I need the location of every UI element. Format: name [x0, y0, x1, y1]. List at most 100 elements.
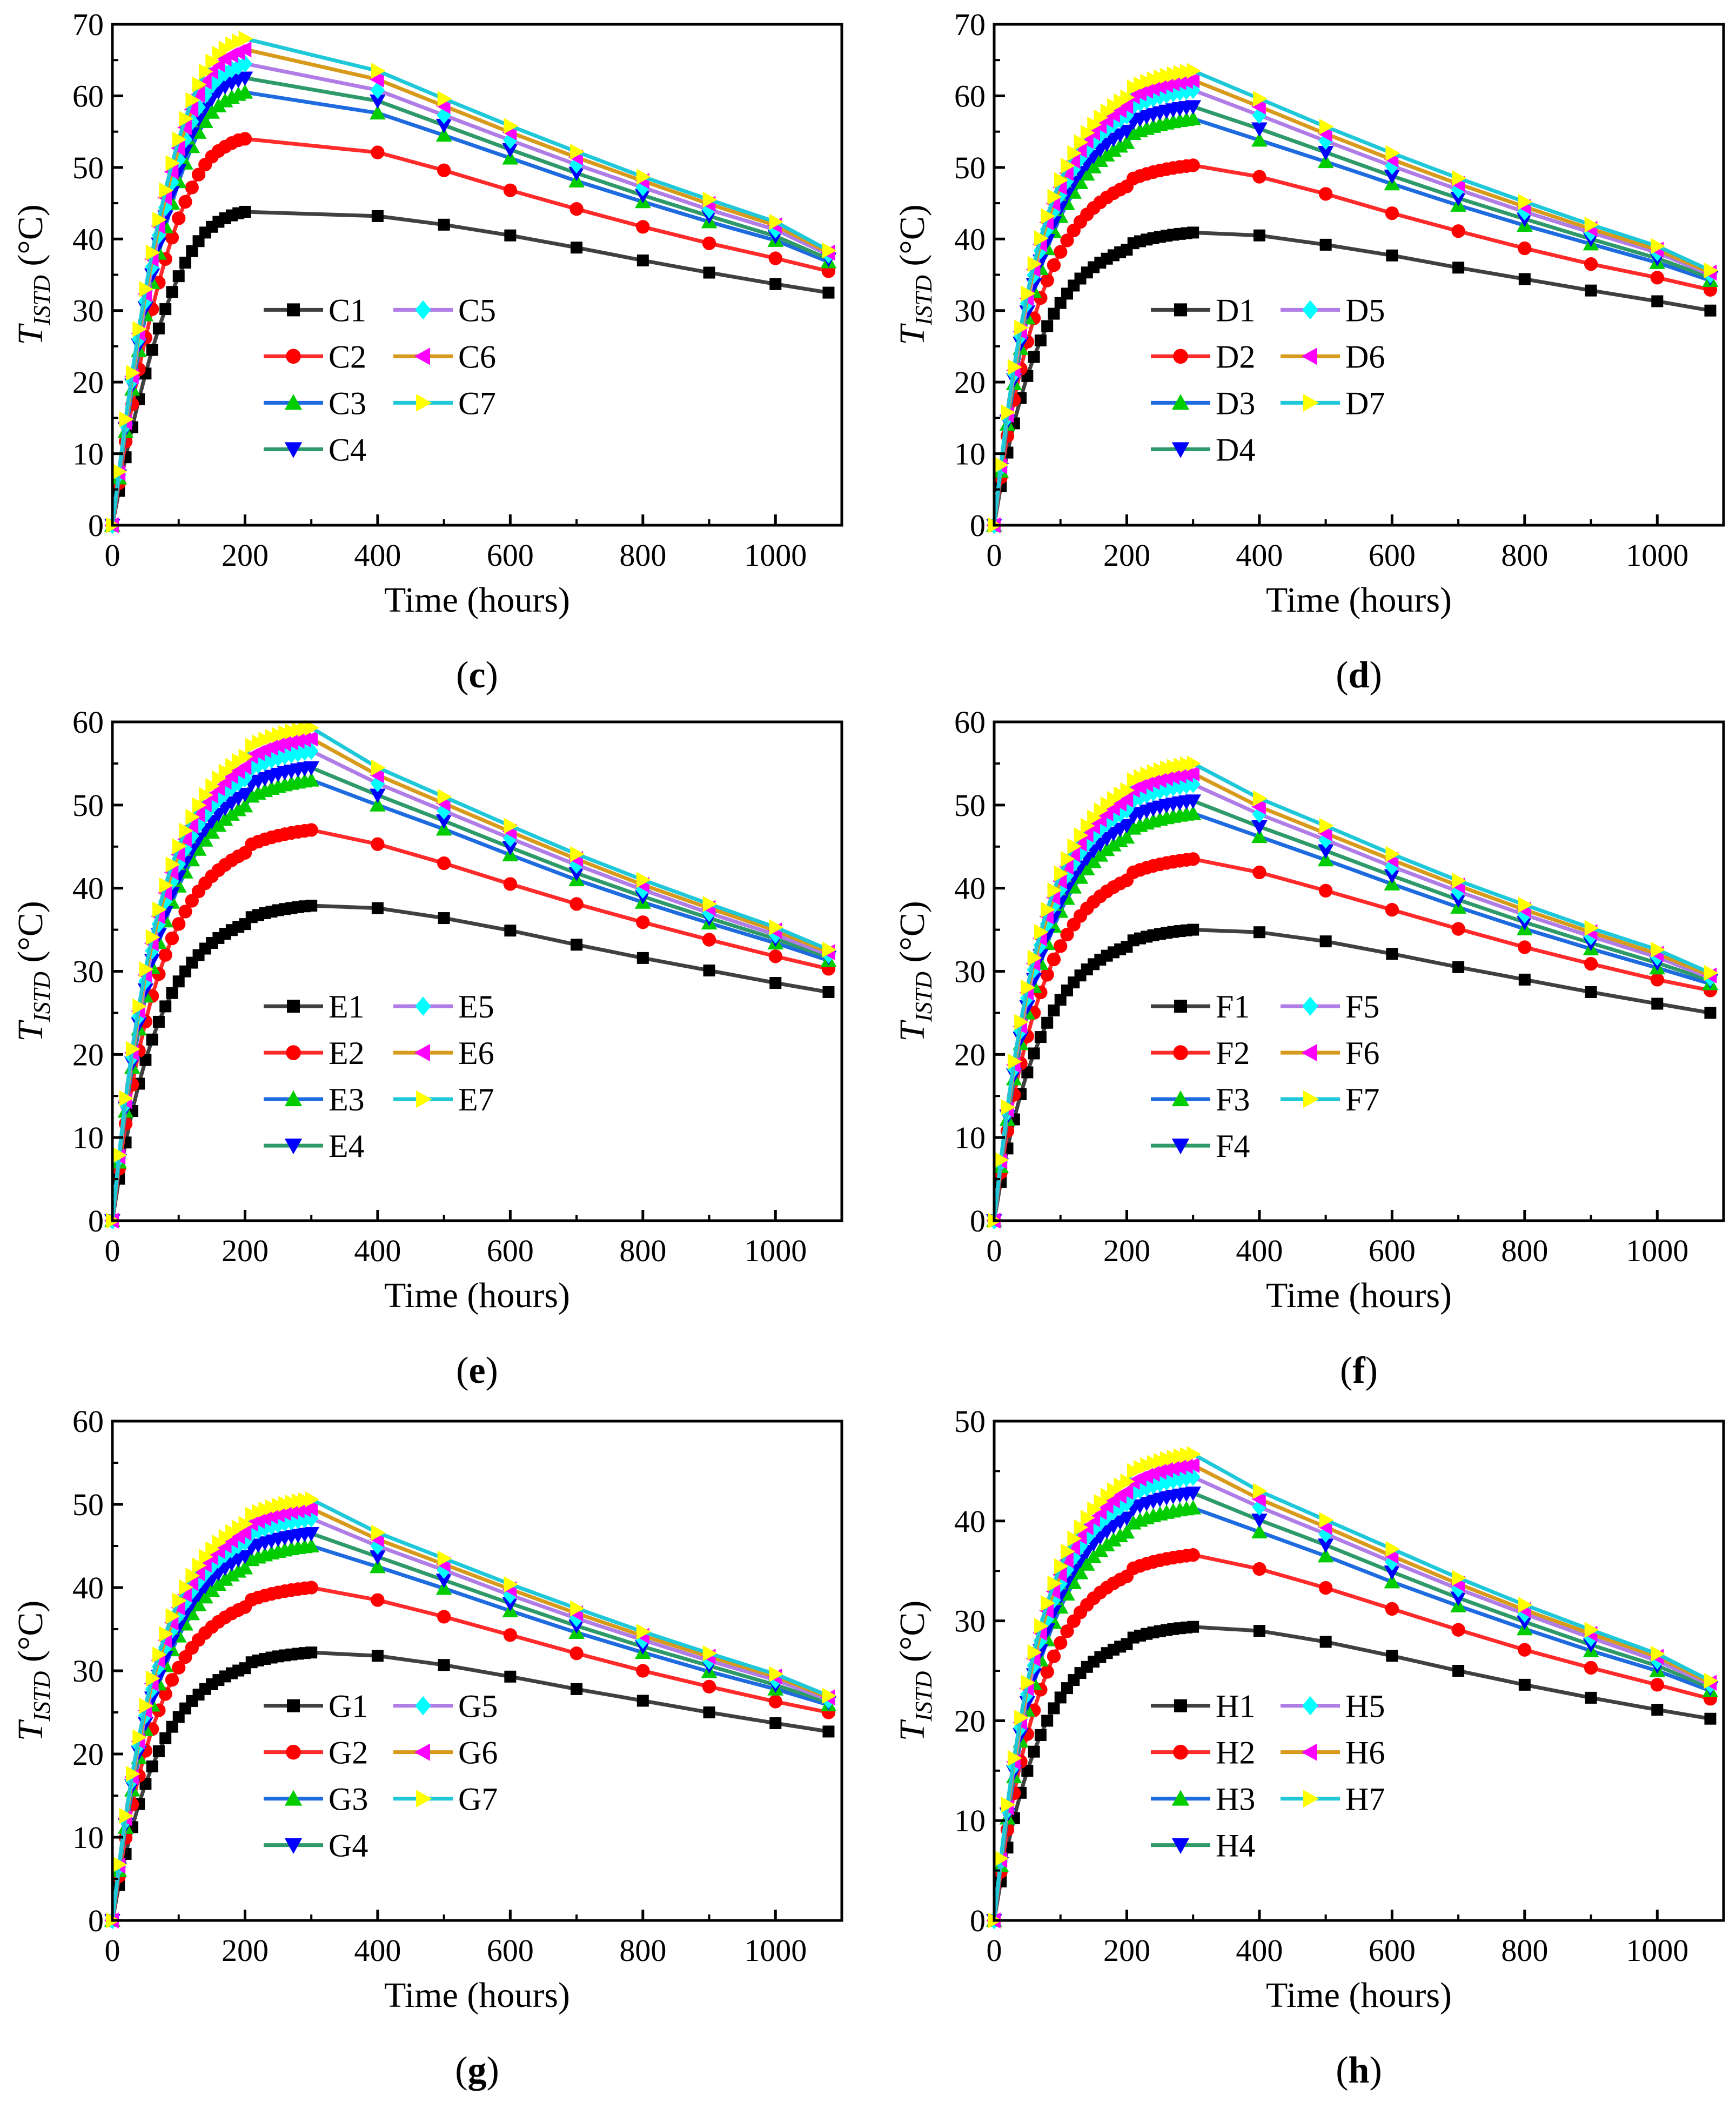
data-point-F1 [1518, 973, 1531, 986]
data-point-F2 [1385, 903, 1399, 917]
legend-marker-G5 [415, 1696, 431, 1716]
x-tick-label: 1000 [744, 1233, 807, 1268]
x-tick-label: 400 [1236, 538, 1283, 573]
legend-marker-H7 [1303, 1790, 1319, 1808]
data-point-G7 [822, 1688, 837, 1704]
data-point-G2 [158, 1687, 172, 1701]
data-point-E4 [435, 814, 452, 829]
data-point-C4 [568, 166, 585, 182]
data-point-G7 [112, 1856, 128, 1873]
series-line-E2 [110, 828, 829, 1221]
data-point-C6 [370, 71, 384, 88]
data-point-H7 [1074, 1519, 1089, 1536]
data-point-C2 [172, 211, 186, 225]
legend-marker-D1 [1174, 303, 1187, 317]
data-point-G7 [192, 1557, 207, 1574]
data-point-F7 [1021, 979, 1036, 996]
data-point-D4 [1118, 124, 1135, 139]
data-point-H2 [1252, 1562, 1266, 1576]
data-point-H2 [1385, 1602, 1399, 1616]
data-point-G1 [146, 1760, 158, 1772]
data-point-F1 [1585, 986, 1597, 998]
data-point-D1 [1041, 320, 1054, 332]
data-point-G3 [370, 1558, 386, 1574]
data-point-F3 [1317, 852, 1334, 867]
data-point-C7 [205, 53, 220, 70]
data-point-H7 [1001, 1796, 1016, 1813]
x-tick-label: 0 [987, 1933, 1002, 1968]
x-tick-label: 800 [619, 538, 666, 573]
data-point-F7 [1041, 901, 1056, 918]
data-point-H4 [1317, 1538, 1334, 1554]
data-point-G4 [435, 1574, 452, 1588]
data-point-C1 [822, 286, 835, 299]
series-C2 [105, 132, 836, 532]
data-point-E2 [158, 948, 172, 962]
data-point-H5 [1179, 1469, 1194, 1487]
data-point-D2 [1584, 257, 1598, 271]
y-tick-label: 10 [72, 437, 104, 472]
data-point-C7 [238, 30, 253, 47]
data-point-D3 [1118, 135, 1135, 149]
legend-marker-F6 [1301, 1043, 1317, 1062]
data-point-C2 [503, 183, 518, 197]
data-point-E6 [190, 806, 205, 822]
data-point-C4 [502, 143, 519, 158]
data-point-D1 [1386, 249, 1398, 262]
panel-label: (f) [1340, 1350, 1378, 1391]
data-point-D3 [1078, 166, 1095, 181]
series-D2 [987, 158, 1718, 532]
data-point-C3 [435, 127, 452, 142]
data-point-C3 [197, 113, 213, 128]
data-point-H1 [1518, 1678, 1531, 1691]
data-point-G7 [636, 1623, 651, 1640]
data-point-H3 [1185, 1499, 1202, 1515]
data-point-G2 [371, 1593, 385, 1607]
data-point-F2 [1318, 883, 1333, 898]
data-point-C7 [112, 463, 128, 480]
legend-marker-G6 [414, 1743, 430, 1761]
data-point-H7 [1120, 1473, 1135, 1490]
data-point-G1 [769, 1717, 782, 1730]
data-point-E5 [569, 856, 584, 874]
data-point-E3 [370, 796, 386, 812]
data-point-G2 [437, 1610, 451, 1624]
series-line-C6 [110, 47, 830, 526]
data-point-E6 [370, 767, 384, 784]
data-point-F2 [1047, 952, 1061, 967]
data-point-H3 [1072, 1564, 1089, 1579]
legend-label-C2: C2 [329, 339, 366, 374]
data-point-D6 [1059, 165, 1074, 182]
legend-marker-C3 [284, 394, 303, 410]
legend-marker-H6 [1301, 1743, 1317, 1761]
data-point-C2 [185, 180, 199, 195]
data-point-C3 [237, 84, 253, 99]
data-point-C5 [370, 81, 385, 99]
data-point-H2 [1584, 1661, 1598, 1675]
data-point-H1 [1041, 1715, 1054, 1727]
data-point-C4 [370, 94, 386, 109]
legend-marker-E2 [286, 1045, 301, 1060]
data-point-G2 [165, 1673, 179, 1687]
data-point-C2 [569, 202, 584, 216]
x-tick-label: 600 [487, 538, 534, 573]
panel-label: (c) [456, 654, 498, 696]
legend-label-C4: C4 [329, 432, 366, 467]
legend-label-E3: E3 [329, 1082, 365, 1117]
data-point-F7 [1651, 941, 1666, 958]
legend-marker-E6 [414, 1043, 430, 1062]
x-tick-label: 200 [1103, 538, 1150, 573]
data-point-C1 [438, 218, 450, 231]
chart-panel-c: 0 200 400 600 800 1000 0 10 20 30 40 50 60 70 Time (ho… [11, 7, 843, 696]
data-point-F1 [1187, 923, 1199, 936]
data-point-E2 [702, 933, 716, 947]
data-point-H4 [1450, 1591, 1466, 1606]
legend-marker-F7 [1303, 1090, 1319, 1108]
data-point-D2 [1318, 187, 1333, 201]
data-point-G7 [152, 1646, 167, 1663]
data-point-F1 [1028, 1047, 1040, 1060]
legend-marker-E3 [284, 1090, 303, 1107]
data-point-G7 [132, 1729, 147, 1746]
y-tick-label: 10 [72, 1120, 104, 1155]
legend-marker-D5 [1302, 300, 1318, 320]
